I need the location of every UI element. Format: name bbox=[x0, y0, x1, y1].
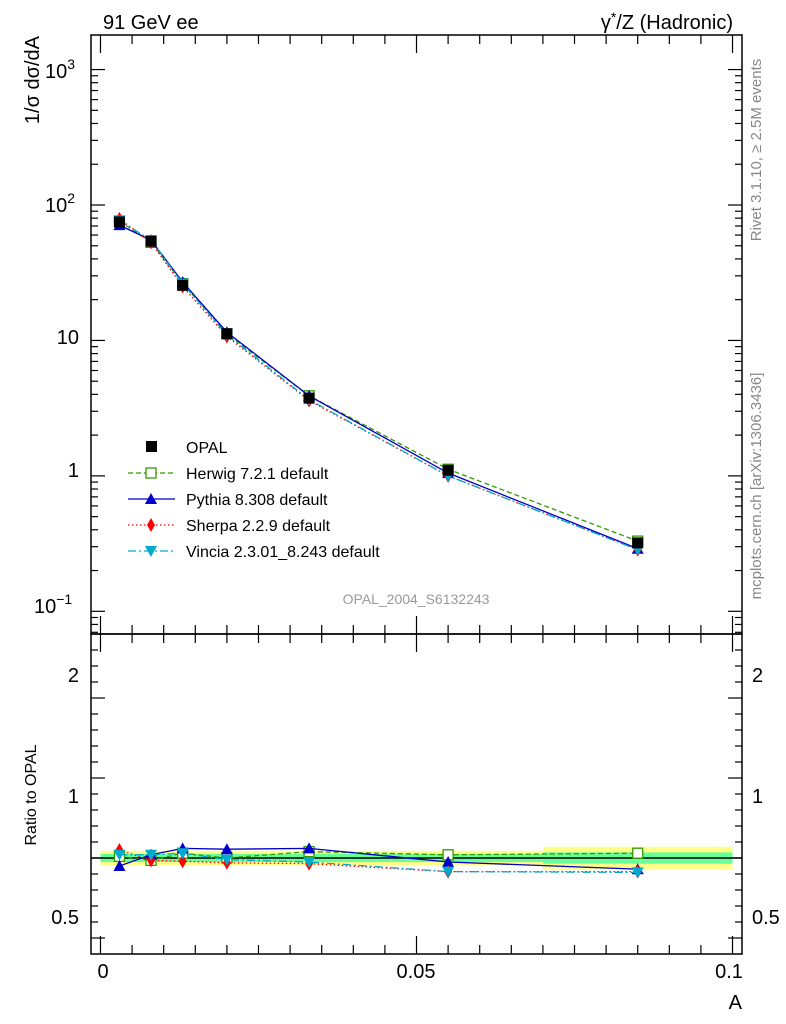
legend-marker-vincia bbox=[145, 546, 157, 557]
opal-main-point bbox=[177, 279, 189, 291]
chart-left-title: 91 GeV ee bbox=[103, 12, 199, 34]
pythia-ratio-point bbox=[220, 843, 233, 855]
ratio-ytick-0.5-right: 0.5 bbox=[752, 907, 780, 929]
vincia-ratio-point bbox=[145, 849, 158, 861]
ytick-label-1: 1 bbox=[68, 460, 79, 482]
ytick-0.1-base: 10 bbox=[34, 596, 56, 618]
ytick-1000-base: 10 bbox=[45, 61, 67, 83]
vincia-ratio-point bbox=[176, 848, 189, 860]
ytick-100-exp: 2 bbox=[67, 190, 75, 206]
opal-main-point bbox=[632, 537, 644, 549]
ratio-ylabel: Ratio to OPAL bbox=[23, 744, 40, 845]
sherpa-ratio-point bbox=[178, 854, 187, 869]
ratio-ytick-1-left: 1 bbox=[68, 786, 79, 808]
herwig-ratio-point bbox=[632, 847, 644, 859]
main-series-layer bbox=[113, 211, 644, 557]
legend-label-sherpa: Sherpa 2.2.9 default bbox=[186, 518, 331, 535]
vincia-ratio-point bbox=[113, 849, 126, 861]
vincia-ratio-point bbox=[442, 866, 455, 878]
pythia-ratio-point bbox=[442, 856, 455, 867]
legend-label-pythia: Pythia 8.308 default bbox=[186, 492, 328, 509]
right-title-text: /Z (Hadronic) bbox=[616, 12, 733, 34]
ytick-label-100: 102 bbox=[45, 190, 75, 217]
xaxis-label: A bbox=[729, 992, 743, 1014]
legend-marker-pythia bbox=[145, 493, 157, 504]
opal-main-point bbox=[303, 392, 315, 404]
ratio-plot-frame bbox=[90, 633, 743, 955]
legend-label-vincia: Vincia 2.3.01_8.243 default bbox=[186, 544, 380, 561]
opal-main-point bbox=[113, 216, 125, 228]
ratio-series-layer bbox=[91, 842, 742, 879]
pythia-ratio-point bbox=[113, 860, 126, 871]
ytick-label-0.1: 10−1 bbox=[34, 591, 72, 618]
ytick-label-1000: 103 bbox=[45, 56, 75, 83]
legend-label-opal: OPAL bbox=[186, 440, 228, 457]
main-axis-ticks bbox=[91, 35, 742, 634]
ratio-ytick-1-right: 1 bbox=[752, 786, 763, 808]
ratio-axis-ticks bbox=[91, 634, 742, 954]
legend-label-herwig: Herwig 7.2.1 default bbox=[186, 466, 329, 483]
legend-marker-herwig bbox=[145, 467, 157, 479]
legend-marker-opal bbox=[146, 441, 157, 452]
opal-main-point bbox=[442, 464, 454, 476]
legend: OPAL Herwig 7.2.1 default Pythia 8.308 d… bbox=[128, 440, 380, 561]
xtick-label-0.05: 0.05 bbox=[397, 961, 436, 983]
pythia-ratio-point bbox=[303, 842, 316, 854]
vincia-ratio-point bbox=[303, 857, 316, 868]
star-superscript: * bbox=[611, 9, 617, 25]
ratio-ytick-2-left: 2 bbox=[68, 665, 79, 687]
main-ylabel: 1/σ dσ/dA bbox=[22, 35, 44, 124]
chart-right-title: γ*/Z (Hadronic) bbox=[601, 9, 733, 34]
rivet-label: Rivet 3.1.10, ≥ 2.5M events bbox=[748, 59, 765, 242]
mcplots-label: mcplots.cern.ch [arXiv:1306.3436] bbox=[748, 373, 765, 600]
analysis-watermark: OPAL_2004_S6132243 bbox=[343, 591, 490, 607]
ytick-1000-exp: 3 bbox=[67, 56, 75, 72]
ytick-label-10: 10 bbox=[57, 327, 79, 349]
opal-main-point bbox=[145, 235, 157, 247]
ytick-100-base: 10 bbox=[45, 195, 67, 217]
vincia-ratio-point bbox=[220, 854, 233, 866]
ratio-ytick-0.5-left: 0.5 bbox=[51, 907, 79, 929]
xtick-label-0.1: 0.1 bbox=[715, 961, 743, 983]
legend-marker-sherpa bbox=[147, 518, 155, 532]
ratio-ytick-2-right: 2 bbox=[752, 665, 763, 687]
vincia-ratio-point bbox=[631, 867, 644, 879]
ytick-0.1-exp: −1 bbox=[56, 591, 72, 607]
xtick-label-0: 0 bbox=[97, 961, 108, 983]
opal-main-point bbox=[221, 328, 233, 340]
gamma-symbol: γ bbox=[601, 12, 611, 34]
